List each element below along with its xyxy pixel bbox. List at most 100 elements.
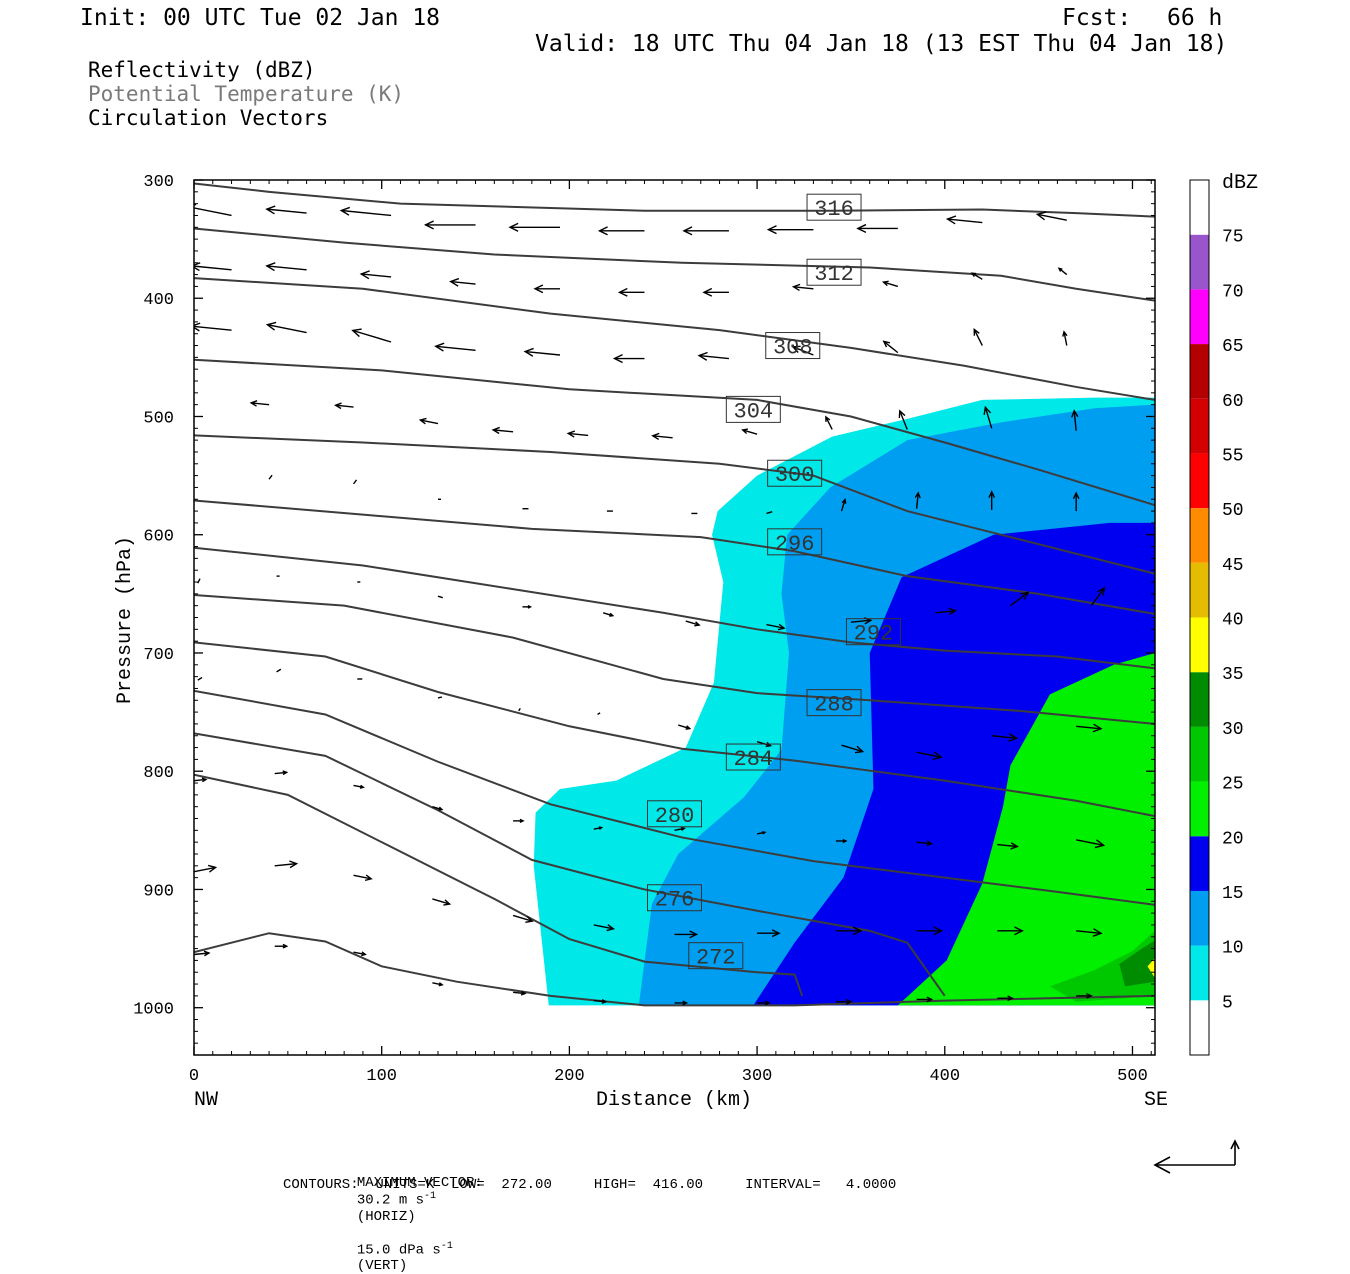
theta-label-284: 284 bbox=[725, 743, 781, 772]
circulation-vector bbox=[935, 607, 957, 616]
colorbar: 5 10 15 20 25 30 35 40 45 50 55 60 65 70 75 bbox=[1189, 179, 1244, 1056]
circulation-vector bbox=[432, 982, 444, 987]
circulation-vector bbox=[194, 864, 218, 873]
theta-label-300: 300 bbox=[767, 459, 823, 488]
svg-text:292: 292 bbox=[854, 622, 894, 647]
max-horiz-exponent: -1 bbox=[424, 1191, 437, 1202]
circulation-vector bbox=[898, 409, 908, 430]
colorbar-label: 30 bbox=[1222, 720, 1244, 740]
colorbar-label: 25 bbox=[1222, 775, 1244, 795]
max-vert-unit: (VERT) bbox=[356, 1258, 408, 1274]
circulation-vector bbox=[997, 926, 1024, 936]
circulation-vector bbox=[840, 498, 847, 512]
colorbar-swatch bbox=[1190, 344, 1209, 399]
theta-label-276: 276 bbox=[647, 884, 702, 913]
circulation-vector bbox=[523, 347, 561, 357]
colorbar-label: 35 bbox=[1222, 665, 1244, 685]
y-tick-label: 300 bbox=[143, 173, 174, 192]
colorbar-swatch bbox=[1190, 180, 1209, 235]
circulation-vector bbox=[353, 874, 373, 882]
svg-text:280: 280 bbox=[655, 804, 695, 829]
colorbar-swatch bbox=[1190, 890, 1209, 946]
colorbar-swatch bbox=[1190, 1000, 1209, 1055]
colorbar-label: 5 bbox=[1222, 993, 1233, 1013]
circulation-vector bbox=[274, 770, 289, 776]
circulation-vector bbox=[916, 751, 943, 761]
circulation-vector bbox=[1076, 928, 1103, 937]
circulation-vector bbox=[491, 426, 514, 435]
circulation-vector bbox=[1062, 330, 1068, 346]
theta-label-304: 304 bbox=[725, 395, 781, 424]
circulation-vector bbox=[682, 226, 729, 236]
colorbar-unit: dBZ bbox=[1222, 172, 1258, 195]
circulation-vector bbox=[1090, 586, 1106, 607]
circulation-vector bbox=[518, 707, 521, 712]
circulation-vector bbox=[352, 479, 358, 485]
colorbar-label: 50 bbox=[1222, 501, 1244, 521]
svg-text:288: 288 bbox=[814, 693, 854, 718]
circulation-vector bbox=[513, 990, 527, 996]
circulation-vector bbox=[702, 287, 729, 297]
circulation-vector bbox=[197, 676, 203, 681]
circulation-vector bbox=[1035, 211, 1067, 221]
colorbar-swatch bbox=[1190, 562, 1209, 618]
circulation-vector bbox=[612, 354, 645, 364]
svg-text:276: 276 bbox=[655, 888, 695, 913]
theta-contour-316 bbox=[194, 182, 1155, 218]
circulation-vector bbox=[882, 340, 899, 354]
circulation-vector bbox=[351, 328, 392, 343]
theta-label-280: 280 bbox=[647, 800, 702, 829]
circulation-vector bbox=[522, 605, 533, 609]
svg-text:296: 296 bbox=[775, 532, 815, 557]
circulation-vector bbox=[434, 342, 476, 352]
circulation-vector bbox=[265, 262, 307, 272]
theta-labels: 316 312 308 304 300 296 292 288 284 280 276 272 bbox=[647, 193, 901, 971]
x-tick-label: 200 bbox=[554, 1067, 585, 1086]
colorbar-label: 70 bbox=[1222, 282, 1244, 302]
theta-label-312: 312 bbox=[806, 258, 862, 287]
colorbar-swatch bbox=[1190, 398, 1209, 454]
colorbar-label: 60 bbox=[1222, 392, 1244, 412]
theta-label-296: 296 bbox=[767, 528, 823, 557]
circulation-vector bbox=[265, 205, 307, 215]
colorbar-swatch bbox=[1190, 781, 1209, 837]
circulation-vector bbox=[1057, 267, 1068, 276]
circulation-vector bbox=[566, 430, 589, 438]
circulation-vector bbox=[276, 668, 282, 673]
circulation-vector bbox=[353, 951, 367, 957]
theta-label-288: 288 bbox=[806, 689, 862, 718]
circulation-vector bbox=[533, 284, 561, 294]
contours-info: CONTOURS: UNITS=K LOW= 272.00 HIGH= 416.… bbox=[283, 1177, 897, 1193]
svg-text:312: 312 bbox=[814, 262, 854, 287]
colorbar-label: 75 bbox=[1222, 228, 1244, 248]
y-tick-label: 400 bbox=[143, 291, 174, 310]
circulation-vector bbox=[274, 860, 299, 869]
circulation-vector bbox=[741, 428, 758, 435]
theta-contour-292 bbox=[194, 546, 1155, 670]
circulation-vector bbox=[835, 926, 863, 936]
circulation-vector bbox=[697, 351, 730, 361]
circulation-vector bbox=[512, 914, 534, 924]
reflectivity-fill bbox=[533, 397, 1155, 1006]
circulation-vector bbox=[432, 898, 452, 906]
circulation-vector bbox=[766, 623, 786, 631]
circulation-vector bbox=[835, 998, 853, 1005]
circulation-vector bbox=[197, 578, 201, 584]
field-potential-temperature: Potential Temperature (K) bbox=[88, 82, 405, 106]
circulation-vector bbox=[1076, 723, 1103, 733]
circulation-vector bbox=[988, 490, 996, 510]
colorbar-swatch bbox=[1190, 234, 1209, 290]
field-reflectivity: Reflectivity (dBZ) bbox=[88, 58, 316, 82]
circulation-vector bbox=[418, 417, 439, 425]
circulation-vector bbox=[274, 943, 289, 949]
theta-contour-284 bbox=[194, 641, 1155, 818]
max-horiz-unit: (HORIZ) bbox=[356, 1208, 416, 1225]
axes: 300 400 500 600 700 800 900 1000 0 100 200 300 400 50… bbox=[133, 173, 1155, 1086]
svg-text:284: 284 bbox=[734, 747, 774, 772]
circulation-vector bbox=[593, 999, 608, 1004]
theta-contour-312 bbox=[194, 227, 1155, 302]
circulation-vector bbox=[991, 733, 1019, 742]
circulation-vector bbox=[194, 262, 232, 272]
x-tick-label: 400 bbox=[929, 1067, 960, 1086]
max-vector-label: MAXIMUM VECTOR: bbox=[356, 1175, 483, 1191]
